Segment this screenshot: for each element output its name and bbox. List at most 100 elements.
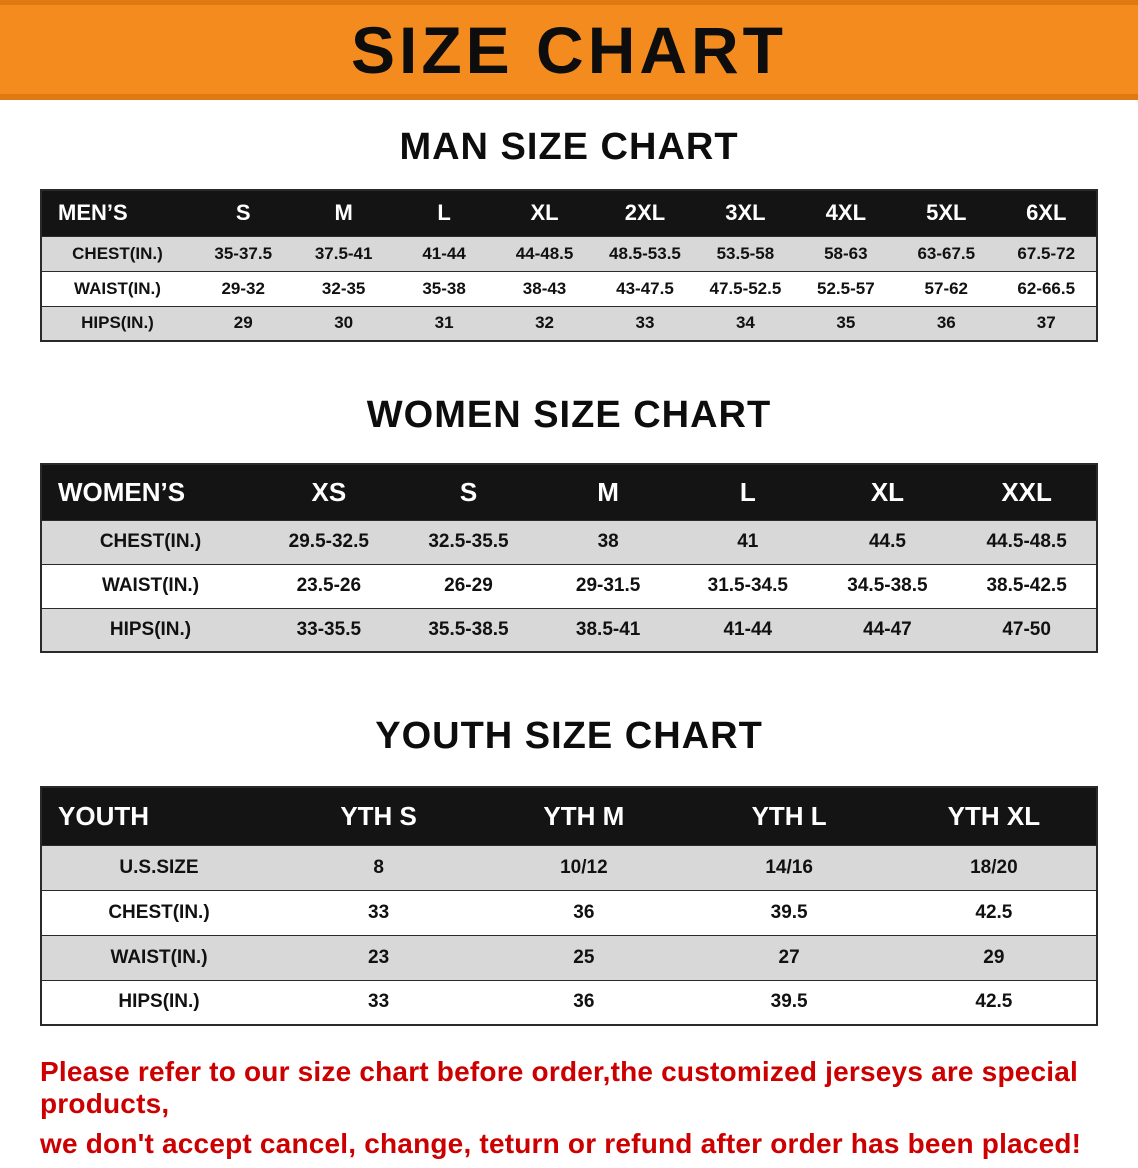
youth-section-heading: YOUTH SIZE CHART [375,715,763,757]
row-label: WAIST(IN.) [41,563,259,609]
column-header: L [393,189,495,237]
disclaimer-line-1: Please refer to our size chart before or… [40,1056,1079,1119]
column-header: S [398,463,539,521]
column-header: YTH L [686,786,892,846]
table-cell: 44.5-48.5 [957,519,1097,565]
table-cell: 32.5-35.5 [398,519,539,565]
column-header: L [677,463,818,521]
table-row: CHEST(IN.) 35-37.5 37.5-41 41-44 44-48.5 48.5… [41,235,1097,272]
table-header-row: WOMEN’S XS S M L XL XXL [41,463,1097,521]
column-header: 6XL [996,189,1097,237]
table-cell: 38 [538,519,678,565]
table-row: WAIST(IN.) 29-32 32-35 35-38 38-43 43-47.5 47.… [41,270,1097,307]
table-cell: 32-35 [293,270,394,307]
table-cell: 39.5 [686,889,892,936]
table-row: HIPS(IN.) 33 36 39.5 42.5 [41,979,1097,1026]
table-corner-label: WOMEN’S [41,463,259,521]
table-row: WAIST(IN.) 23.5-26 26-29 29-31.5 31.5-34.5 34… [41,563,1097,609]
table-cell: 47-50 [957,607,1097,653]
column-header: XS [259,463,399,521]
youth-size-table: YOUTH YTH S YTH M YTH L YTH XL U.S.SIZE 8 10/12… [40,786,1098,1026]
row-label: WAIST(IN.) [41,934,276,981]
table-cell: 57-62 [896,270,997,307]
table-cell: 43-47.5 [594,270,696,307]
table-cell: 41 [677,519,818,565]
column-header: XL [494,189,595,237]
table-cell: 42.5 [891,979,1097,1026]
table-cell: 39.5 [686,979,892,1026]
table-corner-label: YOUTH [41,786,276,846]
column-header: 3XL [695,189,796,237]
table-cell: 37 [996,305,1097,342]
table-cell: 44.5 [817,519,958,565]
row-label: HIPS(IN.) [41,979,276,1026]
table-cell: 35.5-38.5 [398,607,539,653]
women-size-table: WOMEN’S XS S M L XL XXL CHEST(IN.) 29.5-32.5 32.5… [40,463,1098,653]
table-cell: 53.5-58 [695,235,796,272]
table-cell: 29-32 [193,270,294,307]
men-section-heading: MAN SIZE CHART [399,126,739,168]
column-header: YTH S [276,786,482,846]
table-cell: 18/20 [891,844,1097,891]
row-label: CHEST(IN.) [41,235,193,272]
table-cell: 29 [193,305,294,342]
table-row: HIPS(IN.) 33-35.5 35.5-38.5 38.5-41 41-44 44-… [41,607,1097,653]
table-cell: 33 [276,979,482,1026]
table-row: HIPS(IN.) 29 30 31 32 33 34 35 36 37 [41,305,1097,342]
column-header: M [538,463,678,521]
table-cell: 32 [494,305,595,342]
table-row: WAIST(IN.) 23 25 27 29 [41,934,1097,981]
row-label: HIPS(IN.) [41,305,193,342]
table-cell: 31.5-34.5 [677,563,818,609]
table-cell: 34.5-38.5 [817,563,958,609]
table-cell: 37.5-41 [293,235,394,272]
table-cell: 34 [695,305,796,342]
column-header: S [193,189,294,237]
women-size-chart-section: WOMEN SIZE CHART WOMEN’S XS S M L XL XXL CHEST(… [40,394,1098,653]
table-cell: 33 [594,305,696,342]
table-cell: 29.5-32.5 [259,519,399,565]
row-label: CHEST(IN.) [41,889,276,936]
column-header: M [293,189,394,237]
table-cell: 36 [481,979,687,1026]
table-cell: 29-31.5 [538,563,678,609]
men-size-chart-section: MAN SIZE CHART MEN’S S M L XL 2XL 3XL 4XL 5XL 6XL… [40,126,1098,342]
table-cell: 38-43 [494,270,595,307]
table-cell: 35-37.5 [193,235,294,272]
table-cell: 30 [293,305,394,342]
table-cell: 48.5-53.5 [594,235,696,272]
table-header-row: YOUTH YTH S YTH M YTH L YTH XL [41,786,1097,846]
table-cell: 58-63 [795,235,897,272]
column-header: 5XL [896,189,997,237]
disclaimer-line-2: we don't accept cancel, change, teturn o… [40,1128,1082,1159]
table-row: U.S.SIZE 8 10/12 14/16 18/20 [41,844,1097,891]
column-header: XXL [957,463,1097,521]
banner: SIZE CHART [0,0,1138,100]
table-cell: 44-47 [817,607,958,653]
table-cell: 36 [896,305,997,342]
table-cell: 14/16 [686,844,892,891]
column-header: XL [817,463,958,521]
table-row: CHEST(IN.) 29.5-32.5 32.5-35.5 38 41 44.5 44.5… [41,519,1097,565]
table-cell: 23.5-26 [259,563,399,609]
row-label: CHEST(IN.) [41,519,259,565]
table-cell: 25 [481,934,687,981]
table-cell: 67.5-72 [996,235,1097,272]
table-cell: 26-29 [398,563,539,609]
table-cell: 63-67.5 [896,235,997,272]
table-cell: 41-44 [393,235,495,272]
size-charts: MAN SIZE CHART MEN’S S M L XL 2XL 3XL 4XL 5XL 6XL… [0,126,1138,1026]
table-cell: 33-35.5 [259,607,399,653]
table-cell: 35-38 [393,270,495,307]
men-size-table: MEN’S S M L XL 2XL 3XL 4XL 5XL 6XL CHEST(IN.) 35-37… [40,189,1098,342]
table-cell: 36 [481,889,687,936]
table-cell: 33 [276,889,482,936]
column-header: YTH XL [891,786,1097,846]
table-cell: 29 [891,934,1097,981]
row-label: HIPS(IN.) [41,607,259,653]
table-cell: 47.5-52.5 [695,270,796,307]
column-header: 4XL [795,189,897,237]
table-cell: 42.5 [891,889,1097,936]
column-header: 2XL [594,189,696,237]
women-section-heading: WOMEN SIZE CHART [366,394,772,436]
